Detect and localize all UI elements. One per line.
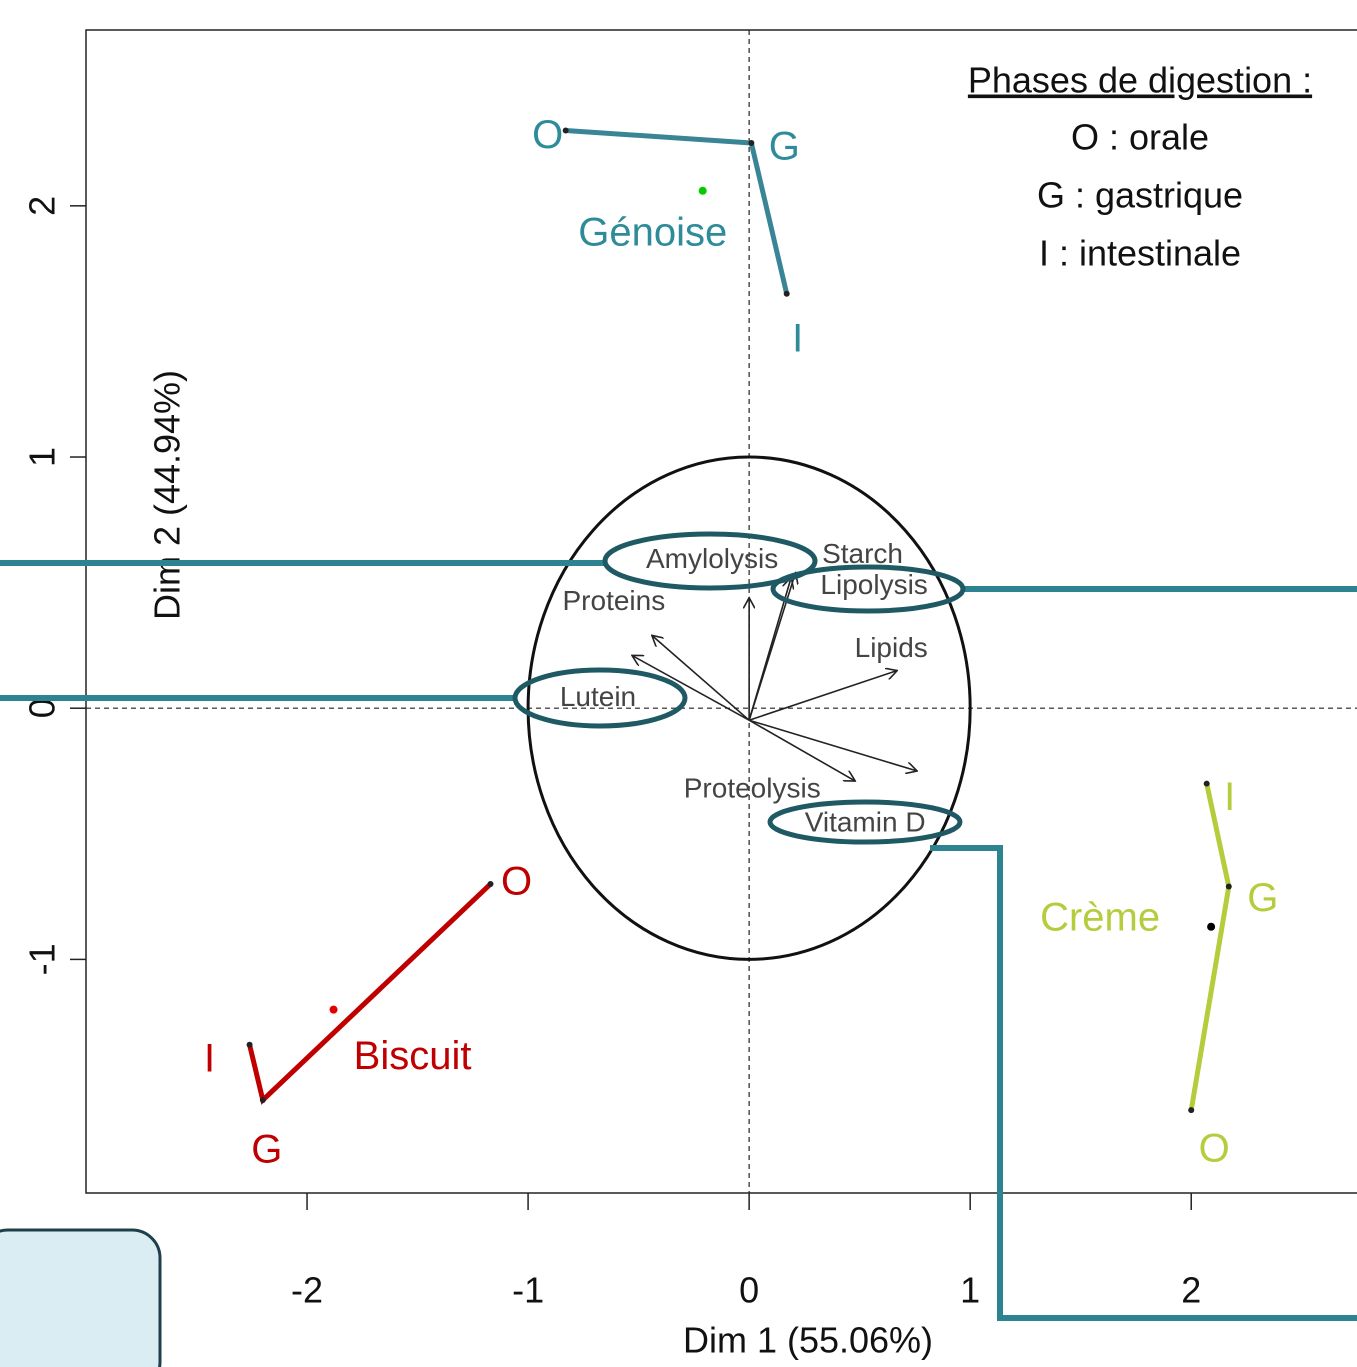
legend-item: O : orale bbox=[1071, 117, 1209, 158]
variable-arrow bbox=[748, 671, 897, 721]
phase-point bbox=[487, 881, 494, 888]
variable-label: Lutein bbox=[560, 681, 636, 712]
variable-arrow bbox=[748, 719, 917, 771]
phase-point bbox=[259, 1097, 266, 1104]
y-tick-label: 1 bbox=[22, 447, 63, 467]
phase-point bbox=[1203, 780, 1210, 787]
y-tick-label: 2 bbox=[22, 196, 63, 216]
x-tick-label: 0 bbox=[739, 1270, 759, 1311]
variable-label: Proteins bbox=[563, 585, 666, 616]
highlight-ellipse bbox=[602, 531, 818, 591]
variable-arrow bbox=[652, 635, 750, 721]
phase-label: O bbox=[1199, 1127, 1230, 1171]
phase-point bbox=[246, 1041, 253, 1048]
centroid-point bbox=[329, 1005, 338, 1014]
x-tick-label: 2 bbox=[1181, 1270, 1201, 1311]
phase-label: I bbox=[204, 1036, 215, 1080]
phase-label: I bbox=[792, 316, 803, 360]
trajectory-line bbox=[1188, 783, 1232, 1111]
highlight-ellipse bbox=[767, 799, 963, 845]
phase-label: O bbox=[532, 113, 563, 157]
centroid-point bbox=[698, 186, 707, 195]
variable-label: Lipids bbox=[855, 632, 928, 663]
variable-label: Vitamin D bbox=[805, 806, 926, 837]
variable-label: Proteolysis bbox=[684, 772, 821, 803]
callout-line bbox=[930, 845, 1357, 1321]
highlight-ellipse bbox=[770, 564, 966, 614]
highlight-ellipse bbox=[512, 667, 688, 729]
variable-label: Amylolysis bbox=[646, 543, 778, 574]
axes: -2 -1 0 1 2 -1 0 1 2 bbox=[22, 196, 1202, 1311]
phase-point bbox=[748, 140, 755, 147]
variable-arrow bbox=[632, 655, 750, 721]
plot-frame bbox=[85, 29, 1357, 1194]
annotations bbox=[0, 531, 1357, 1367]
phase-point bbox=[1188, 1107, 1195, 1114]
group-label: Crème bbox=[1040, 895, 1160, 939]
legend-item: I : intestinale bbox=[1039, 233, 1241, 274]
note-box bbox=[0, 1228, 162, 1367]
y-axis-label: Dim 2 (44.94%) bbox=[147, 370, 188, 620]
x-tick-label: 1 bbox=[960, 1270, 980, 1311]
correlation-circle bbox=[526, 455, 972, 961]
legend-title: Phases de digestion : bbox=[968, 60, 1312, 101]
variable-label: Lipolysis bbox=[820, 569, 927, 600]
variable-arrow bbox=[748, 719, 855, 781]
phase-label: I bbox=[1224, 775, 1235, 819]
group-label: Biscuit bbox=[354, 1034, 472, 1078]
phase-label: G bbox=[251, 1128, 282, 1172]
x-tick-label: -1 bbox=[512, 1270, 544, 1311]
x-axis-label: Dim 1 (55.06%) bbox=[683, 1320, 933, 1361]
variable-label: Starch bbox=[822, 538, 903, 569]
phase-label: G bbox=[1247, 876, 1278, 920]
phase-point bbox=[1225, 883, 1232, 890]
legend-item: G : gastrique bbox=[1037, 175, 1243, 216]
y-tick-label: 0 bbox=[22, 698, 63, 718]
y-tick-label: -1 bbox=[22, 943, 63, 975]
x-tick-label: -2 bbox=[291, 1270, 323, 1311]
phase-point bbox=[783, 290, 790, 297]
group-label: Génoise bbox=[578, 210, 727, 254]
centroid-point bbox=[1207, 922, 1216, 931]
phase-point bbox=[562, 127, 569, 134]
phase-label: O bbox=[501, 860, 532, 904]
phase-label: G bbox=[769, 125, 800, 169]
